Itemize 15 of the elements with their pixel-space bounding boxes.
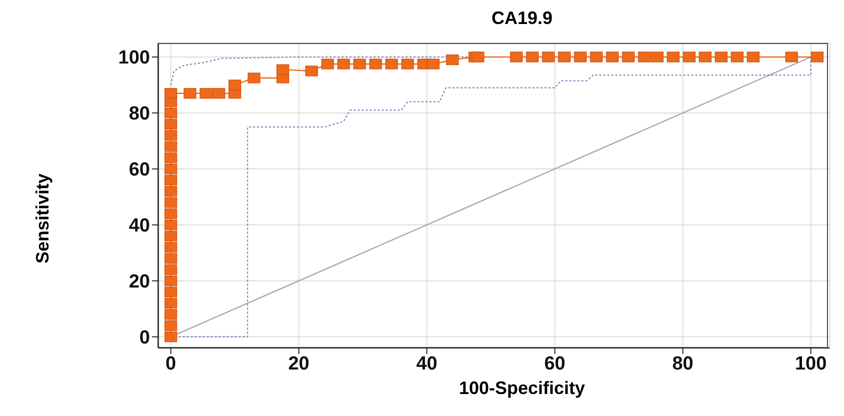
y-tick-label: 80 [128, 104, 150, 125]
y-axis-title: Sensitivity [32, 172, 54, 264]
x-tick-label: 100 [794, 353, 827, 374]
y-tick-label: 100 [118, 48, 150, 69]
y-tick-label: 60 [128, 160, 150, 181]
x-tick-label: 20 [288, 353, 310, 374]
x-tick-label: 40 [416, 353, 438, 374]
y-tick-label: 20 [128, 272, 150, 293]
y-tick-label: 40 [128, 216, 150, 237]
x-tick-label: 0 [166, 353, 176, 374]
x-tick-label: 80 [672, 353, 694, 374]
y-tick-label: 0 [139, 328, 150, 349]
x-axis-title: 100-Specificity [458, 378, 586, 399]
x-tick-label: 60 [544, 353, 566, 374]
chart-title: CA19.9 [490, 8, 554, 29]
